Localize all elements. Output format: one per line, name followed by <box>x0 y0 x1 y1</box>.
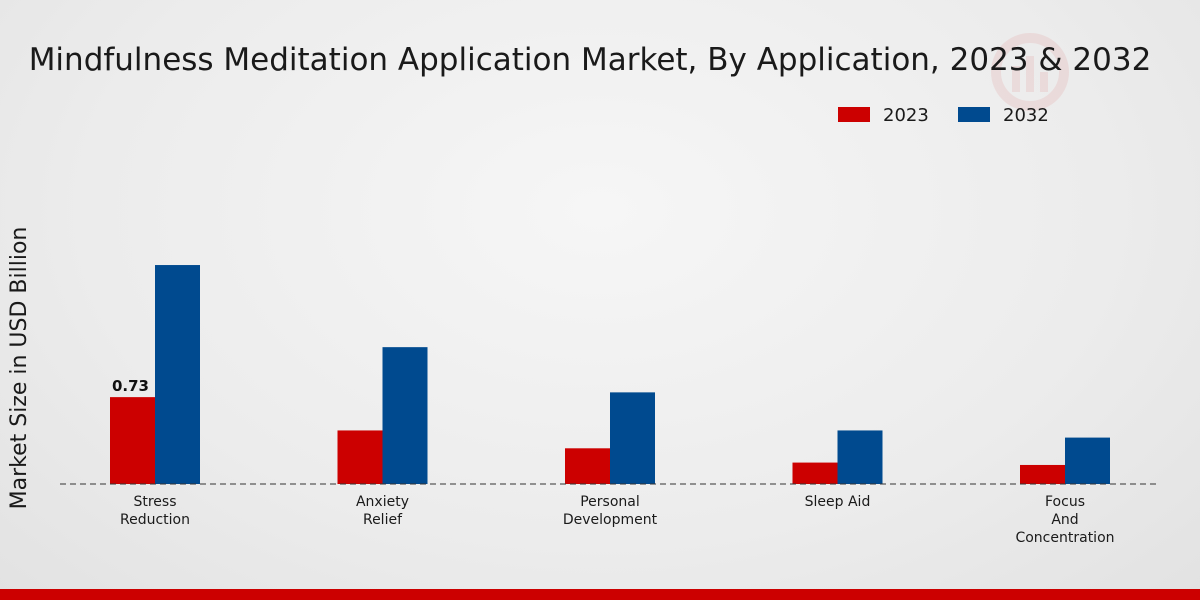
bar-2032-2 <box>610 392 655 484</box>
bars-group <box>110 265 1110 484</box>
data-labels-group: 0.73 <box>112 377 149 395</box>
x-tick-label-4: Focus And Concentration <box>1015 494 1114 546</box>
legend: 2023 2032 <box>838 105 1049 126</box>
bar-2032-0 <box>155 265 200 484</box>
bar-2032-4 <box>1065 437 1110 484</box>
bottom-accent-strip <box>0 589 1200 600</box>
bar-2032-1 <box>382 347 428 484</box>
legend-swatch-2032 <box>958 107 990 122</box>
watermark-logo-icon <box>991 33 1069 111</box>
bar-2023-2 <box>565 448 610 484</box>
x-tick-label-3: Sleep Aid <box>805 494 871 510</box>
legend-label-2032: 2032 <box>1003 105 1049 126</box>
legend-label-2023: 2023 <box>883 105 929 126</box>
x-tick-label-0: Stress Reduction <box>120 494 190 528</box>
bar-2023-1 <box>337 430 383 484</box>
chart-title: Mindfulness Meditation Application Marke… <box>29 42 1152 78</box>
x-tick-label-1: Anxiety Relief <box>356 494 409 528</box>
x-tick-label-2: Personal Development <box>563 494 658 528</box>
bar-2023-4 <box>1020 464 1065 484</box>
legend-swatch-2023 <box>838 107 870 122</box>
data-label-0: 0.73 <box>112 377 149 395</box>
y-axis-label: Market Size in USD Billion <box>7 227 32 510</box>
x-axis-tick-labels: Stress Reduction Anxiety Relief Personal Deve… <box>120 494 1115 546</box>
bar-2023-3 <box>792 462 838 484</box>
bar-2023-0 <box>110 397 155 484</box>
bar-2032-3 <box>837 430 883 484</box>
